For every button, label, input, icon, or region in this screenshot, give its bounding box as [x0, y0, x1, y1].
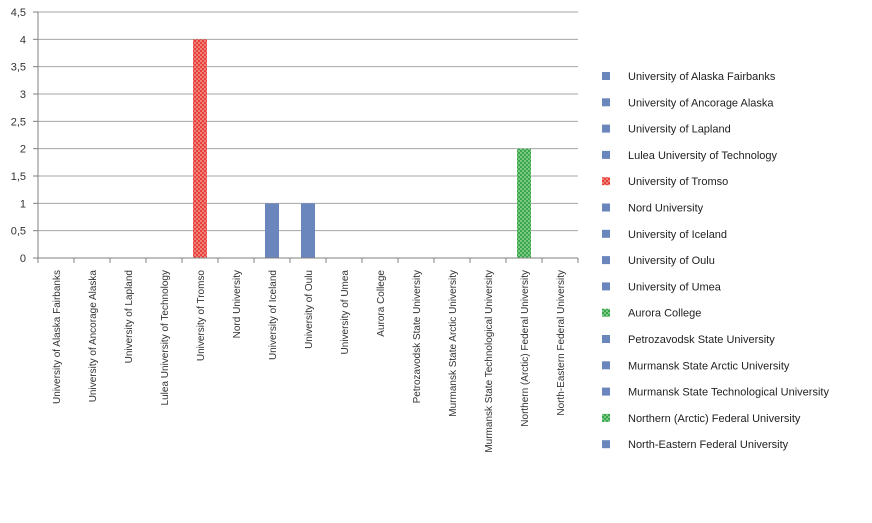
- y-axis-tick-labels: 0 0,5 1 1,5 2 2,5 3 3,5 4 4,5: [11, 7, 26, 265]
- y-tick-label: 1,5: [11, 171, 26, 183]
- y-tick-label: 3,5: [11, 62, 26, 74]
- legend-label: Murmansk State Technological University: [628, 387, 829, 399]
- y-tick-label: 0,5: [11, 226, 26, 238]
- legend-swatch: [602, 387, 610, 396]
- bar: [193, 39, 207, 259]
- legend-swatch: [602, 308, 610, 317]
- x-category-label: University of Lapland: [124, 270, 135, 363]
- legend-label: University of Umea: [628, 281, 722, 293]
- x-category-label: North-Eastern Federal University: [556, 270, 567, 416]
- legend-swatch: [602, 177, 610, 186]
- y-tick-label: 4: [20, 34, 26, 46]
- legend-swatch: [602, 256, 610, 265]
- legend-entry: Nord University: [602, 203, 704, 215]
- legend-entry: Murmansk State Technological University: [602, 387, 829, 399]
- legend-swatch: [602, 413, 610, 422]
- y-tick-label: 2,5: [11, 116, 26, 128]
- legend-entry: University of Tromso: [602, 176, 728, 188]
- legend-entry: University of Alaska Fairbanks: [602, 71, 776, 83]
- legend-entry: University of Iceland: [602, 229, 727, 241]
- legend-label: Northern (Arctic) Federal University: [628, 413, 801, 425]
- x-category-label: University of Oulu: [304, 270, 315, 349]
- legend-swatch: [602, 124, 610, 133]
- legend-entry: University of Ancorage Alaska: [602, 97, 774, 109]
- legend-swatch: [602, 150, 610, 159]
- legend-swatch: [602, 229, 610, 238]
- legend-label: Petrozavodsk State University: [628, 334, 775, 346]
- x-category-label: University of Umea: [340, 270, 351, 355]
- legend-label: University of Iceland: [628, 229, 727, 241]
- legend-label: North-Eastern Federal University: [628, 439, 789, 451]
- legend-swatch: [602, 440, 610, 449]
- gridlines: [38, 11, 578, 259]
- legend: University of Alaska Fairbanks University…: [602, 71, 829, 451]
- legend-label: University of Ancorage Alaska: [628, 97, 774, 109]
- bars: [193, 39, 531, 259]
- x-category-label: Murmansk State Technological University: [484, 270, 495, 453]
- x-category-label: University of Iceland: [268, 270, 279, 360]
- x-axis-category-labels: University of Alaska Fairbanks University…: [52, 270, 567, 453]
- legend-swatch: [602, 203, 610, 212]
- legend-label: Nord University: [628, 203, 704, 215]
- y-tick-label: 4,5: [11, 7, 26, 19]
- legend-entry: Petrozavodsk State University: [602, 334, 775, 346]
- x-category-label: Northern (Arctic) Federal University: [520, 270, 531, 427]
- bar: [517, 148, 531, 258]
- legend-label: University of Alaska Fairbanks: [628, 71, 776, 83]
- y-tick-label: 3: [20, 89, 26, 101]
- y-tick-label: 0: [20, 253, 26, 265]
- x-category-label: Lulea University of Technology: [160, 270, 171, 405]
- legend-entry: Lulea University of Technology: [602, 150, 777, 162]
- y-tick-label: 2: [20, 144, 26, 156]
- bar: [301, 203, 315, 258]
- legend-swatch: [602, 361, 610, 370]
- legend-entry: University of Oulu: [602, 255, 715, 267]
- legend-label: Aurora College: [628, 308, 701, 320]
- legend-swatch: [602, 282, 610, 291]
- x-category-label: University of Alaska Fairbanks: [52, 270, 63, 404]
- legend-label: University of Tromso: [628, 176, 728, 188]
- x-category-label: University of Ancorage Alaska: [88, 270, 99, 403]
- x-category-label: Aurora College: [376, 270, 387, 337]
- legend-swatch: [602, 335, 610, 343]
- legend-label: Lulea University of Technology: [628, 150, 777, 162]
- legend-entry: Murmansk State Arctic University: [602, 360, 790, 372]
- legend-entry: University of Umea: [602, 281, 722, 293]
- axes: [33, 11, 579, 263]
- x-category-label: Petrozavodsk State University: [412, 270, 423, 403]
- legend-entry: North-Eastern Federal University: [602, 439, 789, 451]
- legend-entry: University of Lapland: [602, 124, 731, 136]
- legend-label: University of Oulu: [628, 255, 715, 267]
- legend-label: University of Lapland: [628, 124, 731, 136]
- bar: [265, 203, 279, 258]
- legend-swatch: [602, 72, 610, 80]
- x-category-label: Nord University: [232, 270, 243, 338]
- legend-label: Murmansk State Arctic University: [628, 360, 790, 372]
- legend-swatch: [602, 98, 610, 107]
- legend-entry: Aurora College: [602, 308, 701, 320]
- x-category-label: University of Tromso: [196, 270, 207, 362]
- legend-entry: Northern (Arctic) Federal University: [602, 413, 801, 425]
- x-category-label: Murmansk State Arctic University: [448, 270, 459, 417]
- y-tick-label: 1: [20, 198, 26, 210]
